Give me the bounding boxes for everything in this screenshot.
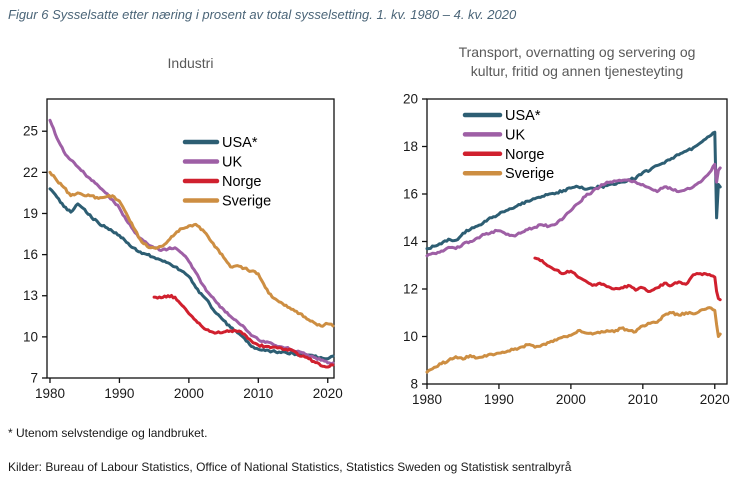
x-axis: 1980 1990 2000 2010 2020 (35, 378, 343, 401)
y-tick-label: 10 (403, 329, 418, 344)
x-tick-label: 2000 (174, 386, 204, 401)
chart-transport: 8 10 12 14 16 18 20 1980 1990 2000 2010 2020 USA* UK N… (403, 92, 730, 408)
x-tick-label: 2020 (313, 386, 343, 401)
legend-label-norge: Norge (222, 174, 262, 190)
y-tick-label: 7 (30, 371, 38, 386)
x-tick-label: 1990 (104, 386, 134, 401)
right-chart-title-line2: kultur, fritid og annen tjenesteyting (470, 63, 684, 79)
y-tick-label: 19 (23, 206, 38, 221)
x-axis: 1980 1990 2000 2010 2020 (412, 384, 730, 407)
series-line-uk (48, 118, 335, 366)
plot-border (46, 98, 335, 379)
legend-label-norge: Norge (505, 147, 545, 163)
legend: USA* UK Norge Sverige (462, 108, 554, 182)
y-tick-label: 14 (403, 234, 419, 249)
y-tick-label: 16 (403, 187, 418, 202)
figure-title: Figur 6 Sysselsatte etter næring i prose… (8, 7, 517, 22)
x-tick-label: 2010 (628, 392, 658, 407)
legend-label-usa: USA* (222, 135, 258, 151)
x-tick-label: 2000 (556, 392, 586, 407)
series-line-norge (533, 256, 722, 302)
y-tick-label: 20 (403, 92, 418, 107)
legend: USA* UK Norge Sverige (182, 135, 271, 210)
footnote: * Utenom selvstendige og landbruket. (8, 426, 208, 440)
x-tick-label: 2010 (243, 386, 273, 401)
y-axis: 8 10 12 14 16 18 20 (403, 92, 427, 392)
y-tick-label: 25 (23, 124, 38, 139)
legend-label-uk: UK (222, 155, 242, 171)
source-line: Kilder: Bureau of Labour Statistics, Off… (8, 460, 572, 474)
y-axis: 7 10 13 16 19 22 25 (23, 124, 47, 386)
right-chart-title: Transport, overnatting og servering og k… (412, 43, 735, 81)
left-chart-title: Industri (167, 55, 214, 71)
y-tick-label: 12 (403, 282, 418, 297)
series-line-norge (152, 294, 335, 369)
legend-label-usa: USA* (505, 108, 541, 124)
series-line-sverige (48, 170, 335, 328)
x-tick-label: 1980 (35, 386, 65, 401)
legend-label-uk: UK (505, 127, 525, 143)
x-tick-label: 2020 (700, 392, 730, 407)
legend-label-sverige: Sverige (222, 194, 271, 210)
y-tick-label: 13 (23, 288, 38, 303)
chart-industri: 7 10 13 16 19 22 25 1980 1990 2000 2010 2020 USA* UK N… (23, 98, 343, 401)
y-tick-label: 22 (23, 165, 38, 180)
y-tick-label: 16 (23, 247, 38, 262)
series-line-sverige (425, 306, 722, 374)
y-tick-label: 10 (23, 329, 38, 344)
legend-label-sverige: Sverige (505, 166, 554, 182)
right-chart-title-line1: Transport, overnatting og servering og (458, 44, 696, 60)
x-tick-label: 1990 (484, 392, 514, 407)
series-line-usa (425, 130, 722, 251)
series-line-usa (48, 187, 335, 361)
y-tick-label: 18 (403, 139, 418, 154)
series-line-uk (425, 162, 722, 258)
y-tick-label: 8 (410, 377, 418, 392)
x-tick-label: 1980 (412, 392, 442, 407)
